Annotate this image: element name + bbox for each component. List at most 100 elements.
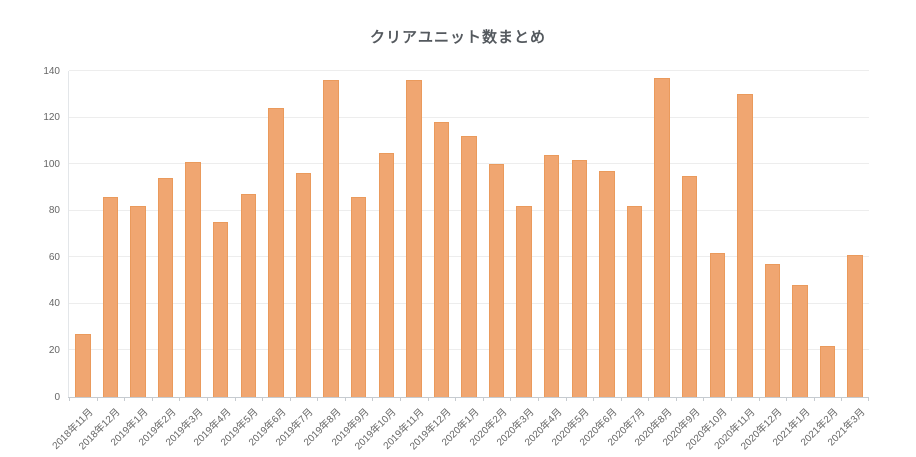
- bar-slot: [786, 71, 814, 397]
- bar: [378, 152, 394, 397]
- bar-slot: [207, 71, 235, 397]
- bar-slot: [179, 71, 207, 397]
- bar: [461, 136, 477, 397]
- bar-slot: [124, 71, 152, 397]
- x-axis-tick: [565, 397, 567, 401]
- x-axis-tick: [344, 397, 346, 401]
- y-gridline: [69, 70, 869, 71]
- bar-slot: [566, 71, 594, 397]
- bar: [654, 78, 670, 397]
- x-axis-tick: [372, 397, 374, 401]
- bar: [240, 194, 257, 397]
- plot-area: [68, 70, 869, 401]
- x-axis-tick: [124, 397, 126, 401]
- x-axis-tick: [482, 397, 484, 401]
- x-axis-tick: [841, 397, 843, 401]
- bar: [764, 264, 781, 397]
- y-axis-tick-label: 60: [48, 251, 60, 263]
- bar-slot: [428, 71, 456, 397]
- bar: [295, 173, 312, 397]
- bar: [544, 154, 560, 397]
- x-axis-tick: [427, 397, 429, 401]
- bar-slot: [593, 71, 621, 397]
- bar-slot: [372, 71, 400, 397]
- x-axis-tick: [593, 397, 595, 401]
- bar-slot: [345, 71, 373, 397]
- bar: [737, 94, 753, 397]
- x-axis-tick: [758, 397, 760, 401]
- bar-slot: [621, 71, 649, 397]
- bar: [406, 80, 422, 397]
- x-axis-tick: [206, 397, 208, 401]
- bar: [709, 252, 725, 397]
- bar: [599, 171, 615, 397]
- bar-slot: [538, 71, 566, 397]
- bar-slot: [676, 71, 704, 397]
- bar: [571, 159, 588, 397]
- bar-slot: [290, 71, 318, 397]
- bar-slot: [648, 71, 676, 397]
- bar-slot: [731, 71, 759, 397]
- x-axis-tick: [786, 397, 788, 401]
- x-axis-tick: [703, 397, 705, 401]
- bar-slot: [400, 71, 428, 397]
- bar: [268, 108, 284, 397]
- y-axis-tick-label: 0: [54, 391, 60, 403]
- x-axis-line: [68, 397, 869, 398]
- bar-slot: [841, 71, 869, 397]
- x-axis-tick: [151, 397, 153, 401]
- bar-slot: [483, 71, 511, 397]
- bar-slot: [317, 71, 345, 397]
- bar: [350, 196, 367, 397]
- y-axis-tick-label: 100: [43, 158, 60, 170]
- x-axis-tick: [537, 397, 539, 401]
- bar: [102, 196, 119, 397]
- x-axis-tick: [675, 397, 677, 401]
- y-axis-tick-label: 80: [48, 205, 60, 217]
- bar: [819, 345, 836, 397]
- bar-slot: [152, 71, 180, 397]
- x-axis-tick: [455, 397, 457, 401]
- x-axis-tick: [400, 397, 402, 401]
- bar-slot: [455, 71, 483, 397]
- x-axis-tick: [648, 397, 650, 401]
- bar-slot: [510, 71, 538, 397]
- x-axis-tick: [731, 397, 733, 401]
- bar: [433, 122, 450, 397]
- bar-slot: [814, 71, 842, 397]
- bar: [130, 206, 146, 397]
- bar: [847, 254, 863, 397]
- x-axis-tick: [234, 397, 236, 401]
- chart-title: クリアユニット数まとめ: [369, 29, 546, 46]
- bar-slot: [759, 71, 787, 397]
- x-axis-tick: [317, 397, 319, 401]
- bar: [792, 285, 808, 397]
- y-axis-tick-label: 120: [43, 112, 60, 124]
- bar-slot: [69, 71, 97, 397]
- bar: [488, 164, 505, 397]
- bar: [323, 80, 339, 397]
- x-axis-tick: [69, 397, 70, 401]
- y-gridline: [69, 116, 869, 118]
- bar: [681, 175, 698, 397]
- bar-slot: [262, 71, 290, 397]
- y-axis-tick-label: 40: [48, 298, 60, 310]
- bar-slot: [235, 71, 263, 397]
- y-axis-tick-label: 20: [48, 344, 60, 356]
- x-axis-tick: [262, 397, 264, 401]
- x-axis-tick: [868, 397, 869, 401]
- x-axis-tick: [510, 397, 512, 401]
- bar: [75, 334, 91, 397]
- bar-slot: [97, 71, 125, 397]
- bar: [626, 206, 643, 397]
- bar-slot: [703, 71, 731, 397]
- y-axis-tick-label: 140: [43, 65, 60, 77]
- x-axis-tick: [813, 397, 815, 401]
- bar: [157, 178, 174, 397]
- bar: [185, 161, 201, 397]
- x-axis-tick: [620, 397, 622, 401]
- bar: [516, 206, 532, 397]
- x-axis-tick: [289, 397, 291, 401]
- x-axis-tick: [179, 397, 181, 401]
